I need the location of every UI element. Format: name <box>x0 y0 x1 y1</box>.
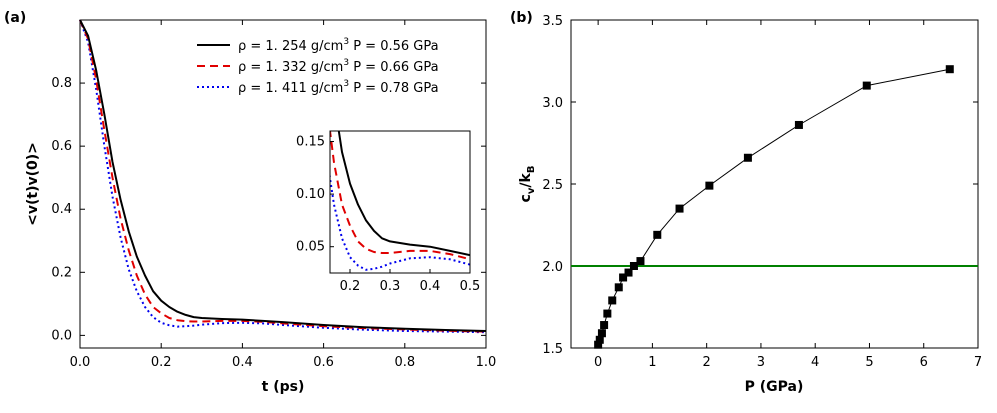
plot-b-xtick-label: 0 <box>594 355 602 370</box>
panel-label-b: (b) <box>510 10 533 26</box>
plot-a-xtick-label: 0.6 <box>313 355 334 370</box>
cv-data-point <box>636 257 645 266</box>
cv-data-point <box>945 65 954 74</box>
series-line-3 <box>79 19 487 334</box>
cv-data-point <box>619 273 628 282</box>
plot-a-ytick-label: 0.4 <box>51 202 72 217</box>
legend-1-tail: P = 0.56 GPa <box>349 39 439 54</box>
plot-a-series <box>79 19 487 334</box>
cv-data-point <box>600 321 609 330</box>
plot-b-ytick-label: 2.5 <box>542 178 563 193</box>
cv-data-point <box>629 262 638 270</box>
cv-data-point <box>705 181 714 190</box>
plot-b-xtick-label: 2 <box>703 355 711 370</box>
inset-xtick-label: 0.2 <box>340 279 361 294</box>
plot-b-xtick-label: 3 <box>757 355 765 370</box>
plot-b-ylabel-sub: v <box>526 187 537 194</box>
cv-data-point <box>594 340 603 349</box>
inset-ytick-label: 0.15 <box>296 135 325 150</box>
plot-b-xtick-label: 7 <box>974 355 982 370</box>
plot-a-ytick-label: 0.6 <box>51 139 72 154</box>
cv-data-point <box>624 268 633 277</box>
plot-b-xtick-label: 5 <box>865 355 873 370</box>
plot-b-ticks: 0 1 2 3 4 5 6 7 1.5 2.0 2.5 3.0 3.5 <box>542 14 982 370</box>
plot-a-xtick-label: 0.0 <box>70 355 91 370</box>
legend-3-tail: P = 0.78 GPa <box>349 81 439 96</box>
plot-b-ytick-label: 2.0 <box>542 260 563 275</box>
cv-data-point <box>862 81 871 90</box>
inset-ytick-label: 0.10 <box>296 187 325 202</box>
plot-b-frame <box>570 19 979 349</box>
plot-b-ylabel-slash: /k <box>518 172 534 187</box>
inset-ticks: 0.2 0.3 0.4 0.5 0.05 0.10 0.15 <box>296 135 480 294</box>
inset-frame <box>329 130 471 274</box>
cv-data-point <box>794 120 803 129</box>
legend-3-main: ρ = 1. 411 g/cm <box>238 81 343 96</box>
inset-xtick-label: 0.5 <box>460 279 481 294</box>
plot-a-xtick-label: 1.0 <box>476 355 497 370</box>
inset-xtick-label: 0.3 <box>380 279 401 294</box>
plot-b-xtick-label: 4 <box>811 355 819 370</box>
inset-xtick-label: 0.4 <box>420 279 441 294</box>
plot-a-legend: ρ = 1. 254 g/cm3 P = 0.56 GPa ρ = 1. 332… <box>197 37 439 96</box>
legend-3-sup: 3 <box>343 79 349 89</box>
cv-series-line <box>597 68 950 345</box>
plot-b-ytick-label: 3.0 <box>542 96 563 111</box>
plot-b-ytick-label: 3.5 <box>542 14 563 29</box>
plot-b-ylabel-main: c <box>518 194 534 202</box>
cv-data-point <box>608 296 617 305</box>
legend-label-1: ρ = 1. 254 g/cm3 P = 0.56 GPa <box>238 37 439 54</box>
cv-data-point <box>603 309 612 318</box>
inset-line-3 <box>330 171 470 271</box>
cv-data-point <box>597 329 606 338</box>
plot-b-ytick-label: 1.5 <box>542 342 563 357</box>
plot-a-ticks: 0.0 0.2 0.4 0.6 0.8 1.0 0.0 0.2 0.4 0.6 0.8 <box>51 20 496 370</box>
cv-data-point <box>743 153 752 162</box>
inset-series <box>330 131 470 271</box>
plot-a-ylabel: <v(t)v(0)> <box>25 142 41 226</box>
plot-b-series <box>571 65 978 349</box>
legend-1-sup: 3 <box>343 37 349 47</box>
legend-2-tail: P = 0.66 GPa <box>349 60 439 75</box>
cv-data-point <box>614 283 623 292</box>
plot-a-xlabel: t (ps) <box>262 379 305 395</box>
plot-a-xtick-label: 0.8 <box>394 355 415 370</box>
plot-b-ylabel: cv/kB <box>518 166 537 203</box>
series-line-1 <box>79 19 487 332</box>
plot-a-xtick-label: 0.2 <box>151 355 172 370</box>
plot-a-ytick-label: 0.2 <box>51 265 72 280</box>
legend-1-main: ρ = 1. 254 g/cm <box>238 39 343 54</box>
plot-b-ylabel-sub2: B <box>526 166 537 174</box>
plot-a-frame <box>79 19 487 349</box>
plot-a-ytick-label: 0.8 <box>51 76 72 91</box>
legend-2-main: ρ = 1. 332 g/cm <box>238 60 343 75</box>
legend-label-3: ρ = 1. 411 g/cm3 P = 0.78 GPa <box>238 79 439 96</box>
cv-data-point <box>653 230 662 239</box>
plot-a-xtick-label: 0.4 <box>232 355 253 370</box>
plot-b-xtick-label: 1 <box>648 355 656 370</box>
inset-ytick-label: 0.05 <box>296 240 325 255</box>
plot-b-xtick-label: 6 <box>920 355 928 370</box>
cv-data-point <box>595 335 604 344</box>
panel-label-a: (a) <box>4 10 26 26</box>
series-line-2 <box>79 19 487 333</box>
plot-b-xlabel: P (GPa) <box>745 379 804 395</box>
cv-data-point <box>675 204 684 213</box>
legend-label-2: ρ = 1. 332 g/cm3 P = 0.66 GPa <box>238 58 439 75</box>
inset-line-1 <box>337 131 470 257</box>
plot-a-ytick-label: 0.0 <box>51 328 72 343</box>
legend-2-sup: 3 <box>343 58 349 68</box>
